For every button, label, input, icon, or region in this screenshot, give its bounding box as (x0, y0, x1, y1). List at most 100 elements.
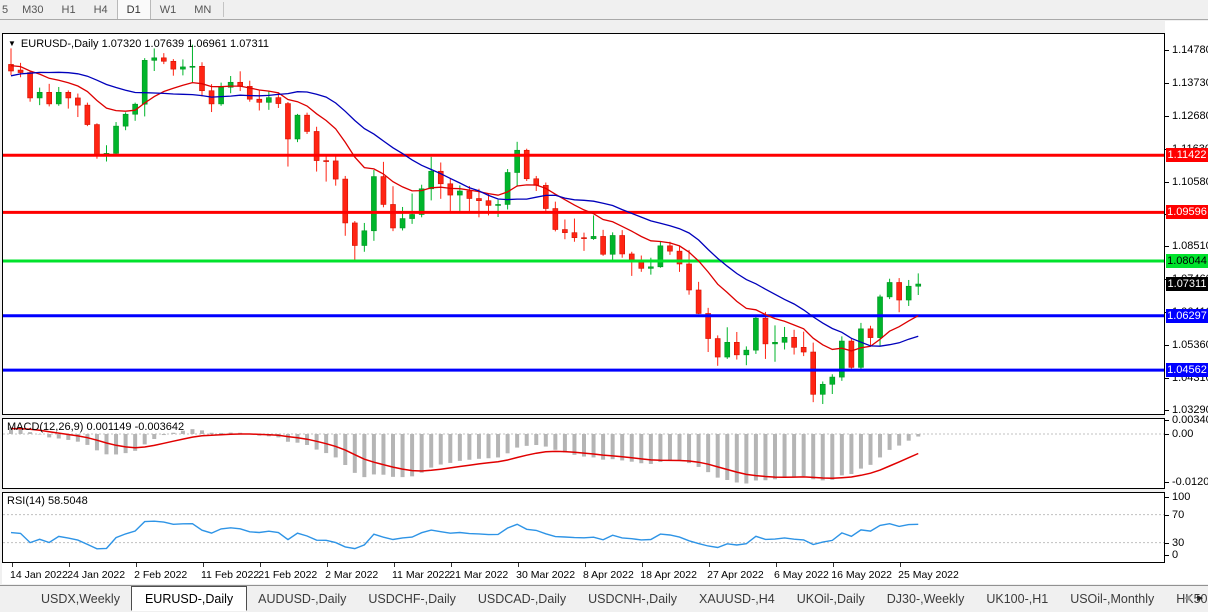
timeframe-button-M30[interactable]: M30 (22, 4, 44, 16)
candle (695, 289, 702, 314)
candle (161, 57, 167, 62)
tab-USOil-Monthly[interactable]: USOil-,Monthly (1070, 592, 1155, 606)
axis-tick (1165, 246, 1169, 248)
candle (839, 340, 845, 378)
candle (437, 170, 444, 185)
candle (94, 124, 100, 155)
candle (199, 65, 205, 92)
time-axis[interactable]: 14 Jan 2022 24 Jan 2022 2 Feb 2022 11 Feb 2… (2, 563, 1165, 584)
timeframe-button-5[interactable]: 5 (2, 4, 9, 16)
candle (65, 91, 72, 99)
candle (724, 342, 731, 358)
candle (753, 317, 759, 351)
candle (772, 342, 778, 345)
candle (141, 60, 148, 105)
rsi-axis-label: 100 (1172, 491, 1191, 503)
axis-tick (1165, 181, 1169, 183)
timeframe-button-MN[interactable]: MN (194, 4, 212, 16)
candle (447, 183, 454, 196)
timeframe-button-H1[interactable]: H1 (61, 4, 76, 16)
candle (457, 190, 463, 196)
candle (132, 103, 138, 115)
candle (294, 114, 301, 140)
tab-HK50[interactable]: HK50-, (1176, 592, 1208, 606)
timeframe-button-D1[interactable]: D1 (116, 0, 151, 19)
date-axis-label: 30 Mar 2022 (516, 569, 576, 581)
candle (332, 160, 339, 180)
candle (781, 336, 788, 343)
axis-tick (1165, 515, 1169, 516)
tab-UK100-H1[interactable]: UK100-,H1 (986, 592, 1049, 606)
candle (8, 64, 14, 72)
tab-USDCHF-Daily[interactable]: USDCHF-,Daily (368, 592, 456, 606)
tab-EURUSD-Daily[interactable]: EURUSD-,Daily (130, 585, 248, 611)
chart-title: ▼ EURUSD-,Daily 1.07320 1.07639 1.06961 1… (8, 38, 269, 50)
candle (361, 230, 368, 246)
symbol-dropdown-icon[interactable]: ▼ (8, 39, 16, 48)
timeframe-button-W1[interactable]: W1 (159, 4, 177, 16)
price-axis-label: 1.14780 (1172, 44, 1208, 56)
candle (227, 81, 234, 88)
candle (476, 198, 482, 201)
tab-USDCNH-Daily[interactable]: USDCNH-,Daily (588, 592, 677, 606)
candle (399, 218, 406, 229)
axis-tick (1165, 482, 1169, 483)
candle (628, 253, 635, 261)
axis-tick (1165, 434, 1169, 435)
candle (514, 149, 520, 173)
price-axis[interactable]: 1.147801.137301.126801.116301.105801.095… (1165, 21, 1208, 584)
time-axis-tick (203, 563, 204, 567)
tab-XAUUSD-H4[interactable]: XAUUSD-,H4 (698, 592, 775, 606)
time-axis-tick (260, 563, 262, 567)
level-price-badge: 1.08044 (1166, 254, 1208, 269)
current-price-badge: 1.07311 (1166, 277, 1208, 291)
macd-axis-label: 0.003408 (1172, 414, 1208, 427)
candle (886, 282, 893, 298)
tab-UKOil-Daily[interactable]: UKOil-,Daily (796, 592, 865, 606)
axis-tick (1165, 409, 1169, 411)
candle (552, 208, 559, 230)
axis-tick (1165, 497, 1169, 498)
candle (504, 172, 511, 205)
candle (609, 235, 616, 255)
candle (304, 114, 310, 132)
tab-scroll-right-icon[interactable]: ► (1195, 593, 1205, 604)
timeframe-button-H4[interactable]: H4 (93, 4, 108, 16)
tab-DJ30-Weekly[interactable]: DJ30-,Weekly (886, 592, 965, 606)
time-axis-tick (12, 563, 13, 567)
rsi-axis-label: 30 (1172, 537, 1185, 549)
candle (55, 91, 62, 105)
date-axis-label: 25 May 2022 (898, 569, 959, 581)
price-axis-label: 1.08510 (1172, 240, 1208, 253)
chart-title-text: EURUSD-,Daily 1.07320 1.07639 1.06961 1.… (20, 38, 269, 50)
rsi-line (10, 520, 919, 550)
axis-tick (1165, 543, 1169, 544)
candle (523, 149, 530, 180)
candle (466, 190, 473, 199)
date-axis-label: 8 Apr 2022 (583, 569, 634, 581)
tab-AUDUSD-Daily[interactable]: AUDUSD-,Daily (258, 592, 347, 606)
rsi-label: RSI(14) 58.5048 (7, 495, 88, 507)
level-price-badge: 1.04562 (1166, 363, 1208, 378)
candle (686, 263, 692, 291)
candle (657, 245, 664, 268)
tab-USDX-Weekly[interactable]: USDX,Weekly (41, 592, 120, 606)
macd-panel: MACD(12,26,9) 0.001149 -0.003642 (2, 418, 1165, 489)
symbol-tab-bar: USDX,Weekly EURUSD-,Daily AUDUSD-,Daily USD… (0, 585, 1208, 612)
candle (246, 86, 253, 100)
macd-label: MACD(12,26,9) 0.001149 -0.003642 (7, 421, 185, 433)
time-axis-tick (327, 563, 329, 567)
tab-USDCAD-Daily[interactable]: USDCAD-,Daily (477, 592, 567, 606)
macd-axis-label: -0.012058 (1172, 476, 1208, 488)
axis-tick (1165, 555, 1169, 556)
macd-canvas (3, 427, 1164, 484)
candle (829, 376, 836, 385)
candle (571, 232, 578, 238)
tab-scroll-left-icon[interactable]: ◄ (1182, 593, 1193, 604)
candle (428, 170, 435, 190)
candle (371, 176, 377, 232)
date-axis-label: 18 Apr 2022 (640, 569, 697, 581)
candle (676, 250, 683, 265)
date-axis-label: 27 Apr 2022 (707, 569, 764, 581)
